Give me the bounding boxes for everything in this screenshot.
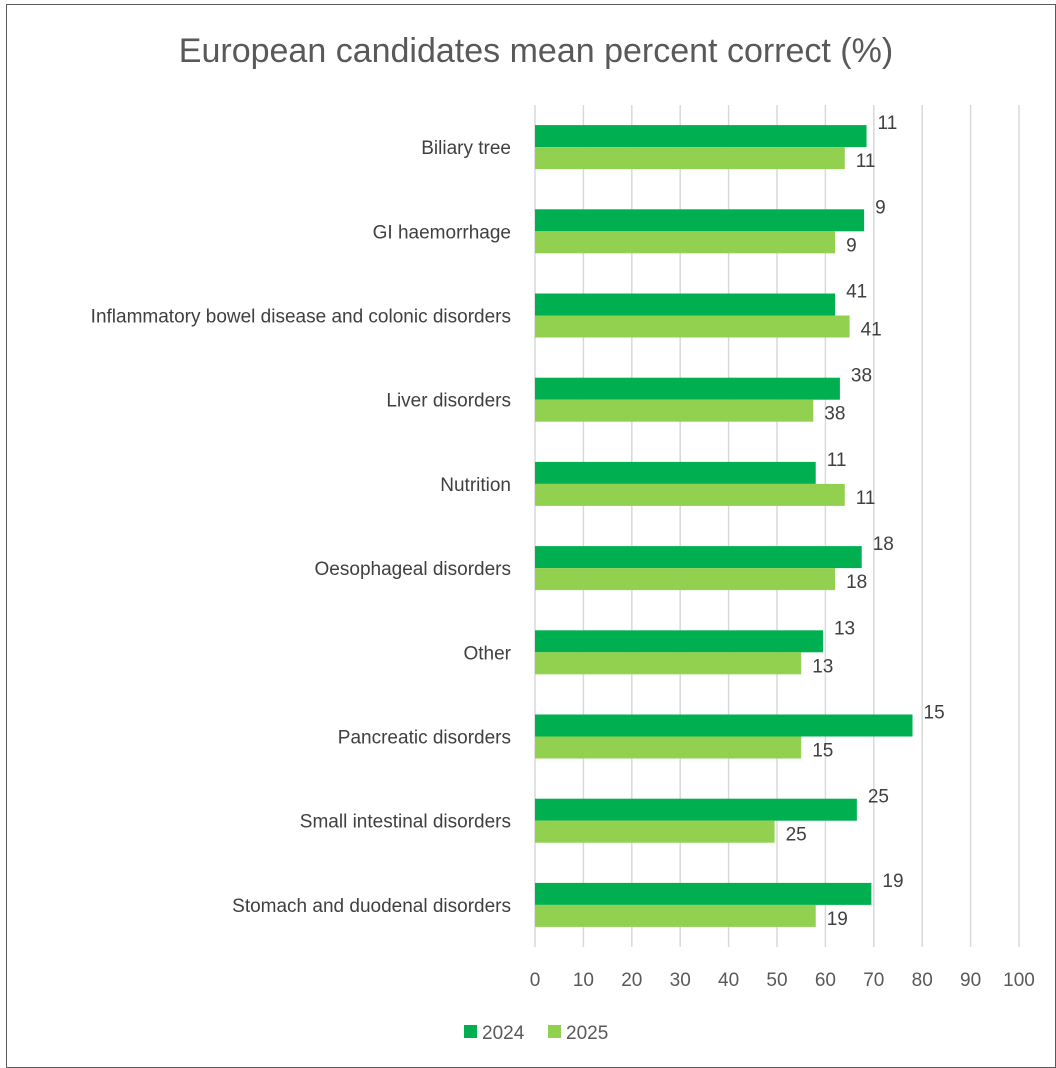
data-label: 18 bbox=[873, 534, 894, 555]
data-label: 11 bbox=[856, 488, 876, 509]
data-label: 11 bbox=[878, 113, 898, 134]
bar-2025 bbox=[535, 568, 836, 591]
bar-2024 bbox=[535, 882, 872, 905]
bar-2024 bbox=[535, 798, 857, 821]
category-label: Stomach and duodenal disorders bbox=[232, 896, 511, 917]
data-label: 15 bbox=[924, 703, 945, 724]
data-label: 11 bbox=[827, 450, 847, 471]
x-tick-label: 80 bbox=[912, 970, 933, 991]
x-tick-label: 0 bbox=[530, 970, 541, 991]
data-label: 38 bbox=[824, 404, 845, 425]
data-label: 41 bbox=[861, 320, 882, 341]
bar-2025 bbox=[535, 652, 802, 675]
chart-frame bbox=[6, 4, 1056, 1068]
x-tick-label: 100 bbox=[1003, 970, 1035, 991]
x-tick-label: 60 bbox=[815, 970, 836, 991]
legend-swatch-2025 bbox=[548, 1025, 561, 1038]
bar-2024 bbox=[535, 630, 823, 653]
chart-title: European candidates mean percent correct… bbox=[179, 32, 893, 70]
x-tick-label: 90 bbox=[960, 970, 981, 991]
bar-2025 bbox=[535, 315, 850, 338]
x-tick-label: 10 bbox=[573, 970, 594, 991]
bar-2025 bbox=[535, 904, 816, 927]
bar-2025 bbox=[535, 147, 845, 170]
category-label: Liver disorders bbox=[386, 391, 511, 412]
category-label: Other bbox=[463, 643, 511, 664]
category-label: Nutrition bbox=[440, 475, 511, 496]
bar-2024 bbox=[535, 714, 913, 737]
bar-2024 bbox=[535, 293, 836, 316]
category-labels: Biliary tree GI haemorrhage Inflammatory b… bbox=[91, 138, 512, 917]
legend-swatch-2024 bbox=[464, 1025, 477, 1038]
x-tick-label: 70 bbox=[863, 970, 884, 991]
x-axis-ticks: 0 10 20 30 40 50 60 70 80 90 100 bbox=[530, 970, 1035, 991]
data-label: 13 bbox=[834, 618, 855, 639]
category-label: Pancreatic disorders bbox=[338, 728, 511, 749]
data-label: 13 bbox=[812, 656, 833, 677]
data-label: 25 bbox=[868, 787, 889, 808]
data-label: 9 bbox=[875, 197, 886, 218]
legend-label: 2024 bbox=[482, 1023, 525, 1044]
bar-2025 bbox=[535, 483, 845, 506]
bar-2024 bbox=[535, 209, 865, 232]
data-label: 25 bbox=[786, 825, 807, 846]
bar-2025 bbox=[535, 399, 814, 422]
bar-2024 bbox=[535, 461, 816, 484]
x-tick-label: 30 bbox=[670, 970, 691, 991]
bar-2024 bbox=[535, 546, 862, 569]
x-tick-label: 50 bbox=[766, 970, 787, 991]
data-label: 11 bbox=[856, 151, 876, 172]
bar-2025 bbox=[535, 231, 836, 254]
data-label: 19 bbox=[882, 871, 903, 892]
data-label: 38 bbox=[851, 366, 872, 387]
bar-2025 bbox=[535, 820, 775, 843]
legend: 2024 2025 bbox=[464, 1023, 608, 1044]
bar-2024 bbox=[535, 125, 867, 148]
category-label: Oesophageal disorders bbox=[315, 559, 511, 580]
category-label: Biliary tree bbox=[421, 138, 511, 159]
category-label: GI haemorrhage bbox=[373, 222, 511, 243]
category-label: Inflammatory bowel disease and colonic d… bbox=[91, 307, 511, 328]
bars bbox=[535, 125, 913, 927]
x-tick-label: 20 bbox=[621, 970, 642, 991]
x-tick-label: 40 bbox=[718, 970, 739, 991]
data-label: 18 bbox=[846, 572, 867, 593]
legend-label: 2025 bbox=[566, 1023, 608, 1044]
category-label: Small intestinal disorders bbox=[300, 812, 511, 833]
data-label: 19 bbox=[827, 909, 848, 930]
data-label: 15 bbox=[812, 741, 833, 762]
data-label: 9 bbox=[846, 235, 857, 256]
bar-2025 bbox=[535, 736, 802, 759]
data-label: 41 bbox=[846, 282, 867, 303]
bar-2024 bbox=[535, 377, 840, 400]
